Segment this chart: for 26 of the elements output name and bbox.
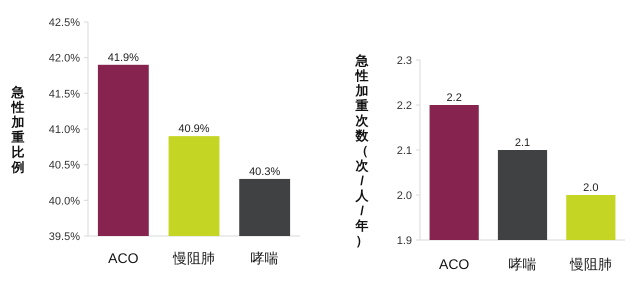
data-label: 2.1 [514, 137, 530, 149]
x-tick-label: ACO [438, 256, 470, 272]
y-tick-label: 2.3 [396, 55, 412, 67]
y-tick-label: 40.5% [48, 160, 80, 172]
y-tick-label: 42.0% [48, 52, 80, 65]
y-tick-label: 2.0 [396, 190, 412, 202]
data-label: 40.3% [249, 166, 280, 178]
x-tick-label: 哮喘 [508, 256, 536, 272]
data-label: 40.9% [178, 123, 210, 136]
y-tick-label: 39.5% [48, 231, 80, 243]
text: 急性加重次数（次/人/年） [356, 53, 368, 248]
data-label: 41.9% [108, 52, 140, 64]
y-tick-label: 40.0% [48, 195, 80, 208]
y-tick-label: 41.5% [48, 88, 80, 100]
x-tick-label: 哮喘 [250, 250, 279, 266]
x-tick-label: 慢阻肺 [172, 250, 215, 266]
y-tick-label: 2.1 [396, 145, 412, 157]
data-label: 2.2 [446, 92, 462, 104]
data-label: 2.0 [583, 182, 598, 194]
x-tick-label: 慢阻肺 [568, 256, 612, 272]
y-axis-title: 急性加重比例 [10, 84, 26, 174]
y-tick-label: 41.0% [48, 124, 80, 136]
y-tick-label: 42.5% [48, 17, 80, 29]
y-tick-label: 2.2 [396, 100, 412, 112]
x-tick-label: ACO [108, 250, 139, 266]
y-tick-label: 1.9 [396, 235, 412, 247]
